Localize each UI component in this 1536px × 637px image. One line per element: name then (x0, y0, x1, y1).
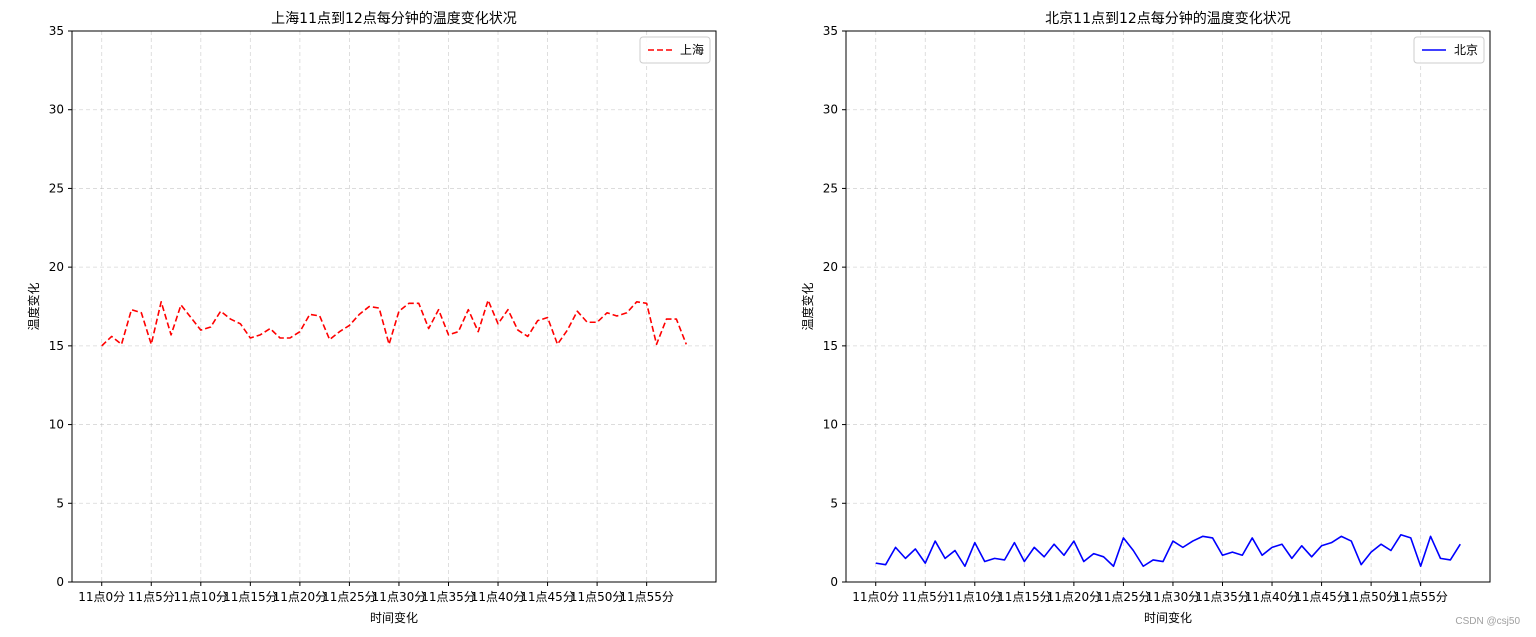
y-tick-label: 5 (56, 496, 64, 510)
y-tick-label: 5 (830, 496, 838, 510)
x-tick-label: 11点50分 (1344, 590, 1399, 604)
plot-area (846, 31, 1490, 582)
x-tick-label: 11点10分 (174, 590, 229, 604)
y-tick-label: 10 (49, 418, 64, 432)
x-tick-label: 11点15分 (223, 590, 278, 604)
x-tick-label: 11点45分 (1294, 590, 1349, 604)
y-tick-label: 25 (823, 181, 838, 195)
plot-area (72, 31, 716, 582)
y-tick-label: 0 (56, 575, 64, 589)
x-tick-label: 11点5分 (902, 590, 949, 604)
x-tick-label: 11点0分 (852, 590, 899, 604)
legend-entry: 上海 (680, 42, 704, 57)
y-tick-label: 35 (49, 24, 64, 38)
y-tick-label: 25 (49, 181, 64, 195)
x-axis-label: 时间变化 (370, 610, 418, 625)
x-tick-label: 11点40分 (1245, 590, 1300, 604)
legend: 上海 (639, 36, 711, 64)
y-tick-label: 10 (823, 418, 838, 432)
x-tick-label: 11点50分 (570, 590, 625, 604)
x-axis-label: 时间变化 (1144, 610, 1192, 625)
legend-box (1413, 36, 1485, 64)
x-tick-label: 11点20分 (273, 590, 328, 604)
axes-frame (845, 30, 1491, 583)
x-tick-label: 11点55分 (619, 590, 674, 604)
chart-title: 北京11点到12点每分钟的温度变化状况 (1045, 10, 1291, 27)
x-tick-label: 11点20分 (1047, 590, 1102, 604)
x-tick-label: 11点45分 (520, 590, 575, 604)
series-line-1 (875, 533, 1461, 568)
series-line-0 (101, 299, 688, 347)
y-tick-label: 15 (49, 339, 64, 353)
chart-title: 上海11点到12点每分钟的温度变化状况 (271, 10, 517, 27)
x-tick-label: 11点10分 (948, 590, 1003, 604)
x-tick-label: 11点0分 (78, 590, 125, 604)
legend-entry: 北京 (1454, 43, 1478, 57)
x-tick-label: 11点25分 (1096, 590, 1151, 604)
x-tick-label: 11点35分 (421, 590, 476, 604)
axes-frame (71, 30, 717, 583)
y-axis-label: 温度变化 (800, 282, 815, 330)
x-tick-label: 11点35分 (1195, 590, 1250, 604)
watermark: CSDN @csj50 (1455, 616, 1520, 627)
legend-box (639, 36, 711, 64)
y-tick-label: 35 (823, 24, 838, 38)
y-tick-label: 20 (823, 260, 838, 274)
y-axis-label: 温度变化 (26, 282, 41, 330)
x-tick-label: 11点55分 (1393, 590, 1448, 604)
x-tick-label: 11点5分 (128, 590, 175, 604)
x-tick-label: 11点30分 (372, 590, 427, 604)
y-tick-label: 20 (49, 260, 64, 274)
x-tick-label: 11点30分 (1146, 590, 1201, 604)
x-tick-label: 11点25分 (322, 590, 377, 604)
legend: 北京 (1413, 36, 1485, 64)
x-tick-label: 11点15分 (997, 590, 1052, 604)
y-tick-label: 15 (823, 339, 838, 353)
y-tick-label: 0 (830, 575, 838, 589)
y-tick-label: 30 (823, 103, 838, 117)
x-tick-label: 11点40分 (471, 590, 526, 604)
y-tick-label: 30 (49, 103, 64, 117)
